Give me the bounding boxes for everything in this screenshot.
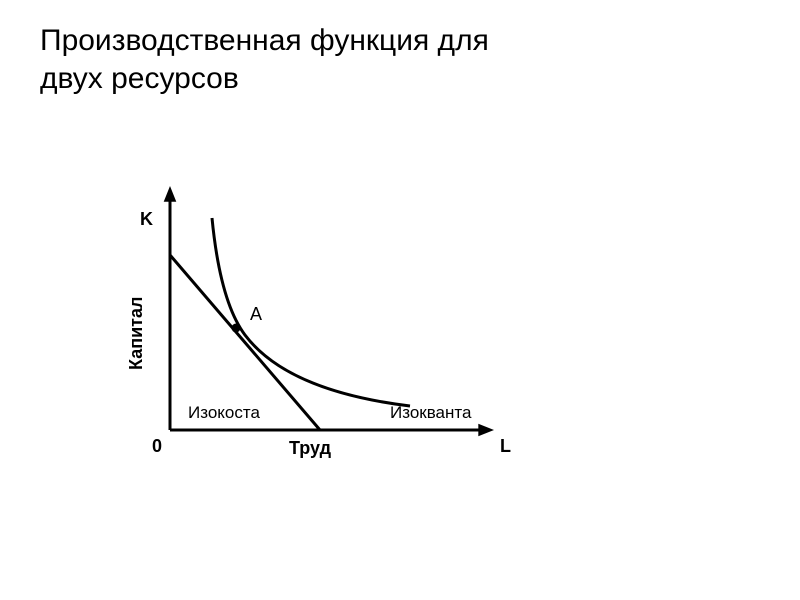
page-title: Производственная функция для двух ресурс… — [40, 22, 489, 97]
isoquant-curve — [212, 218, 410, 406]
tangent-point-label: A — [250, 304, 262, 324]
y-axis-letter: K — [140, 209, 153, 229]
title-line-2: двух ресурсов — [40, 62, 239, 95]
y-axis-label: Капитал — [126, 297, 146, 370]
title-line-1: Производственная функция для — [40, 24, 489, 57]
chart-svg: A Капитал K 0 Труд L Изокоста Изокванта — [100, 170, 520, 490]
production-function-chart: A Капитал K 0 Труд L Изокоста Изокванта — [100, 170, 520, 495]
x-axis-label: Труд — [289, 438, 332, 458]
x-axis-letter: L — [500, 436, 511, 456]
isocost-label: Изокоста — [188, 403, 260, 422]
tangent-point — [232, 324, 241, 333]
origin-label: 0 — [152, 436, 162, 456]
x-axis-arrowhead — [478, 424, 494, 437]
y-axis-arrowhead — [164, 186, 177, 202]
isoquant-label: Изокванта — [390, 403, 472, 422]
